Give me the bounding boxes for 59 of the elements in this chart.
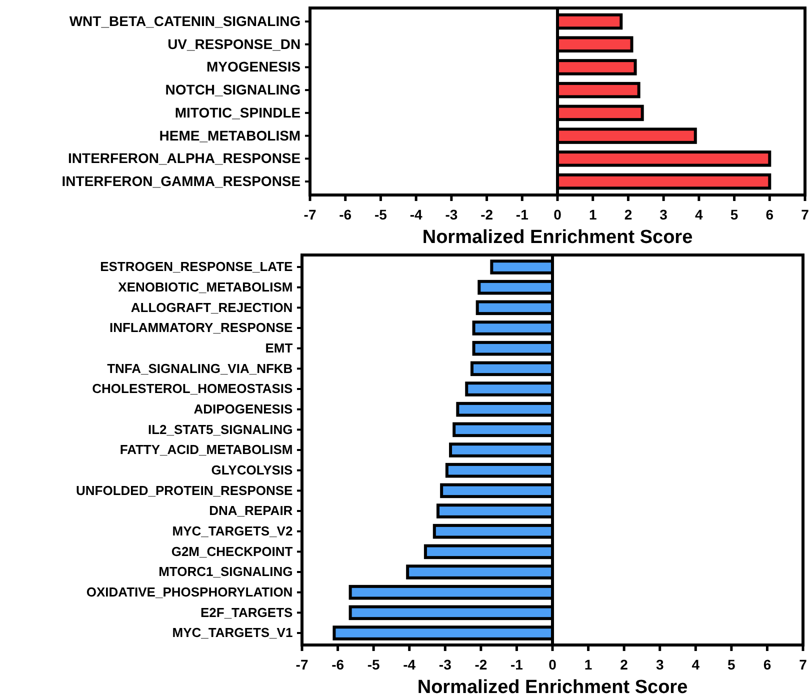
y-tick-label: HEME_METABOLISM bbox=[159, 127, 301, 144]
x-tick-label: 0 bbox=[554, 206, 562, 222]
x-tick-label: 1 bbox=[588, 206, 597, 222]
x-tick-label: 6 bbox=[766, 206, 774, 222]
y-tick-label: UNFOLDED_PROTEIN_RESPONSE bbox=[76, 482, 294, 498]
x-tick-label: 3 bbox=[660, 206, 668, 222]
y-tick-label: UV_RESPONSE_DN bbox=[168, 36, 301, 52]
y-tick-label: INFLAMMATORY_RESPONSE bbox=[109, 320, 294, 336]
x-tick-label: 7 bbox=[799, 656, 808, 672]
x-tick-label: 6 bbox=[763, 656, 772, 672]
x-tick-label: -6 bbox=[339, 206, 352, 222]
y-tick-label: MITOTIC_SPINDLE bbox=[174, 104, 301, 120]
x-tick-label: 4 bbox=[695, 206, 704, 222]
y-tick-label: XENOBIOTIC_METABOLISM bbox=[118, 279, 293, 294]
y-tick-label: TNFA_SIGNALING_VIA_NFKB bbox=[107, 360, 293, 376]
x-tick-label: 1 bbox=[584, 656, 592, 672]
y-tick-label: INTERFERON_ALPHA_RESPONSE bbox=[68, 150, 301, 166]
y-tick-label: ALLOGRAFT_REJECTION bbox=[130, 300, 293, 315]
x-tick-label: -2 bbox=[474, 656, 488, 672]
y-tick-label: WNT_BETA_CATENIN_SIGNALING bbox=[69, 12, 301, 29]
x-tick-label: 2 bbox=[620, 656, 628, 672]
y-tick-label: ADIPOGENESIS bbox=[194, 401, 294, 416]
x-tick-label: -6 bbox=[332, 656, 344, 672]
y-tick-label: NOTCH_SIGNALING bbox=[165, 82, 301, 98]
x-axis-title: Normalized Enrichment Score bbox=[422, 227, 693, 248]
y-tick-label: OXIDATIVE_PHOSPHORYLATION bbox=[86, 584, 293, 600]
x-tick-label: 3 bbox=[656, 656, 664, 672]
y-tick-label: CHOLESTEROL_HOMEOSTASIS bbox=[92, 381, 294, 396]
x-tick-label: -3 bbox=[445, 206, 458, 222]
y-tick-label: INTERFERON_GAMMA_RESPONSE bbox=[62, 172, 301, 189]
x-tick-label: -5 bbox=[374, 206, 388, 222]
y-tick-label: MYC_TARGETS_V2 bbox=[172, 523, 293, 538]
x-tick-label: 7 bbox=[801, 206, 809, 222]
x-tick-label: -7 bbox=[304, 206, 316, 222]
y-tick-label: MYOGENESIS bbox=[206, 58, 301, 75]
x-tick-label: -5 bbox=[367, 656, 380, 672]
y-tick-label: E2F_TARGETS bbox=[200, 604, 294, 620]
x-tick-label: -1 bbox=[510, 656, 524, 672]
x-tick-label: 0 bbox=[548, 656, 557, 672]
y-tick-label: MTORC1_SIGNALING bbox=[158, 564, 293, 580]
y-tick-label: IL2_STAT5_SIGNALING bbox=[148, 422, 293, 437]
y-tick-label: G2M_CHECKPOINT bbox=[171, 544, 293, 559]
x-tick-label: -4 bbox=[403, 656, 416, 672]
x-tick-label: -3 bbox=[438, 656, 452, 672]
x-tick-label: -7 bbox=[296, 656, 308, 672]
x-tick-label: 4 bbox=[692, 656, 700, 672]
x-tick-label: 2 bbox=[624, 206, 632, 222]
x-tick-label: 5 bbox=[728, 656, 736, 672]
y-tick-label: DNA_REPAIR bbox=[209, 503, 294, 518]
y-tick-label: GLYCOLYSIS bbox=[211, 462, 294, 478]
x-tick-label: 5 bbox=[730, 206, 738, 222]
x-axis-title: Normalized Enrichment Score bbox=[417, 677, 688, 698]
y-tick-label: MYC_TARGETS_V1 bbox=[172, 625, 293, 640]
x-tick-label: -4 bbox=[410, 206, 423, 222]
y-tick-label: FATTY_ACID_METABOLISM bbox=[120, 442, 293, 458]
x-tick-label: -2 bbox=[480, 206, 494, 222]
x-tick-label: -1 bbox=[516, 206, 529, 222]
y-tick-label: ESTROGEN_RESPONSE_LATE bbox=[100, 259, 294, 274]
y-tick-label: EMT bbox=[265, 340, 293, 356]
